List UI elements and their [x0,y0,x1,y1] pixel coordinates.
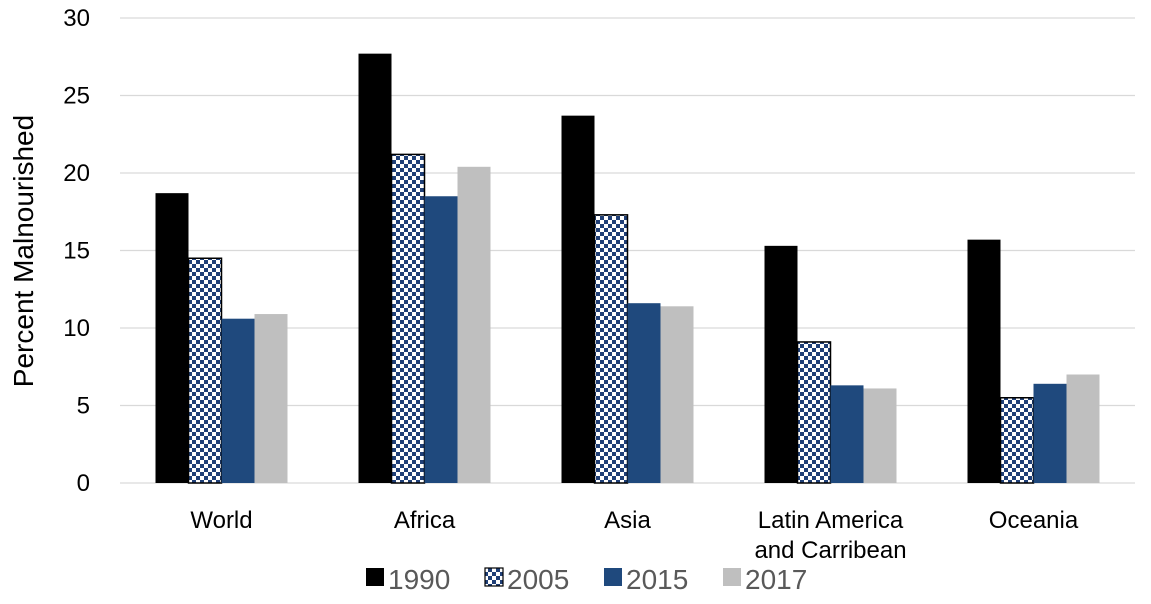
legend-label-1990: 1990 [388,564,450,595]
legend-label-2017: 2017 [745,564,807,595]
bar-2015-world [221,318,255,483]
bar-2005-africa [390,153,426,484]
bar-2015-asia [627,303,661,483]
category-label: Oceania [989,507,1079,534]
category-label: Asia [604,507,651,534]
legend-swatch-2005 [484,567,504,587]
bar-2005-world [187,257,223,484]
bar-2005-oceania [999,397,1035,484]
y-axis-ticks: 0 5 10 15 20 25 30 [63,5,90,497]
bar-2005-latin-america [796,341,832,484]
y-axis-label: Percent Malnourished [8,115,39,387]
category-label: Africa [394,507,456,534]
bar-1990-world [155,193,189,483]
y-tick-label: 0 [77,470,90,497]
category-label: Latin America and Carribean [754,507,906,564]
legend-label-2005: 2005 [507,564,569,595]
bar-2017-latin-america [863,388,897,483]
y-tick-label: 10 [63,315,90,342]
category-label: World [190,507,252,534]
bar-1990-latin-america [764,245,798,483]
legend-swatch-2015 [604,568,622,586]
y-tick-label: 30 [63,5,90,32]
legend-label-2015: 2015 [626,564,688,595]
y-tick-label: 20 [63,160,90,187]
legend-swatch-1990 [366,568,384,586]
bars [155,53,1100,484]
bar-2017-asia [660,306,694,483]
legend-swatch-2017 [723,568,741,586]
y-tick-label: 25 [63,83,90,110]
y-tick-label: 5 [77,393,90,420]
bar-2015-africa [424,196,458,483]
y-tick-label: 15 [63,238,90,265]
bar-2005-asia [593,214,629,484]
bar-2017-africa [457,166,491,484]
bar-1990-africa [358,53,392,484]
legend: 1990 2005 2015 2017 [366,564,807,595]
bar-2015-latin-america [830,385,864,483]
bar-2017-world [254,314,288,483]
bar-2017-oceania [1066,374,1100,483]
bar-2015-oceania [1033,383,1067,483]
bar-1990-asia [561,115,595,484]
bar-1990-oceania [967,239,1001,483]
category-labels: World Africa Asia Latin America and Carribea… [190,507,1078,564]
